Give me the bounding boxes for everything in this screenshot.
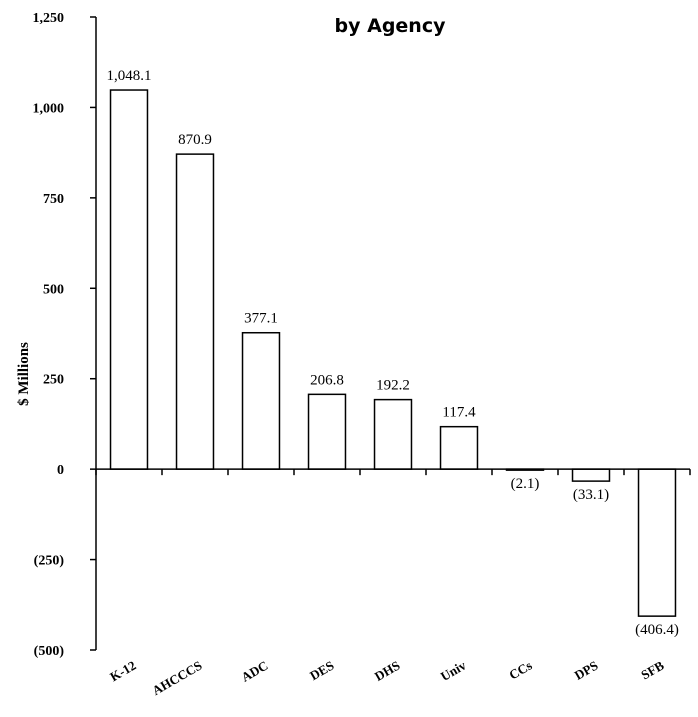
- bar: [109, 89, 149, 470]
- bar: [637, 468, 677, 617]
- data-label: 117.4: [442, 405, 476, 421]
- bar: [307, 393, 347, 470]
- y-tick-label: 0: [57, 463, 64, 478]
- y-tick-label: (500): [34, 644, 65, 659]
- y-axis-label: $ Millions: [16, 342, 32, 406]
- x-tick-label: SFB: [638, 657, 666, 682]
- bar: [241, 331, 281, 470]
- data-label: (33.1): [573, 487, 609, 503]
- data-label: 192.2: [376, 378, 410, 394]
- x-tick-label: AHCCCS: [149, 658, 204, 698]
- x-tick-label: DES: [307, 658, 336, 684]
- x-tick-label: DHS: [372, 658, 403, 684]
- chart-title-line2: by Agency: [335, 15, 447, 37]
- x-tick-label: ADC: [239, 658, 271, 685]
- y-axis: (500) (250) 0 250 500 750 1,000 1,250: [33, 11, 97, 659]
- bar: [175, 153, 215, 470]
- x-tick-label: DPS: [572, 658, 601, 683]
- x-tick-label: Univ: [438, 657, 469, 684]
- data-label: 377.1: [244, 311, 278, 327]
- y-tick-label: 250: [43, 373, 64, 388]
- bar: [373, 398, 413, 470]
- bar: [439, 425, 479, 470]
- y-tick-label: 1,250: [33, 11, 65, 26]
- data-label: 1,048.1: [107, 68, 152, 84]
- data-label: 870.9: [178, 132, 212, 148]
- y-tick-label: 750: [43, 192, 64, 207]
- x-tick-label: CCs: [506, 658, 534, 683]
- bar: [571, 468, 611, 482]
- y-tick-label: (250): [34, 554, 65, 569]
- data-label: (406.4): [635, 622, 679, 638]
- data-label: 206.8: [310, 372, 344, 388]
- bars: 1,048.1 870.9 377.1 206.8 192.2 117.4 (2.1) (33…: [107, 68, 679, 638]
- x-tick-label: K-12: [107, 658, 138, 685]
- data-label: (2.1): [511, 476, 540, 492]
- x-axis: K-12 AHCCCS ADC DES DHS Univ CCs DPS SFB: [95, 468, 691, 698]
- y-tick-label: 500: [43, 282, 64, 297]
- y-tick-label: 1,000: [33, 101, 65, 116]
